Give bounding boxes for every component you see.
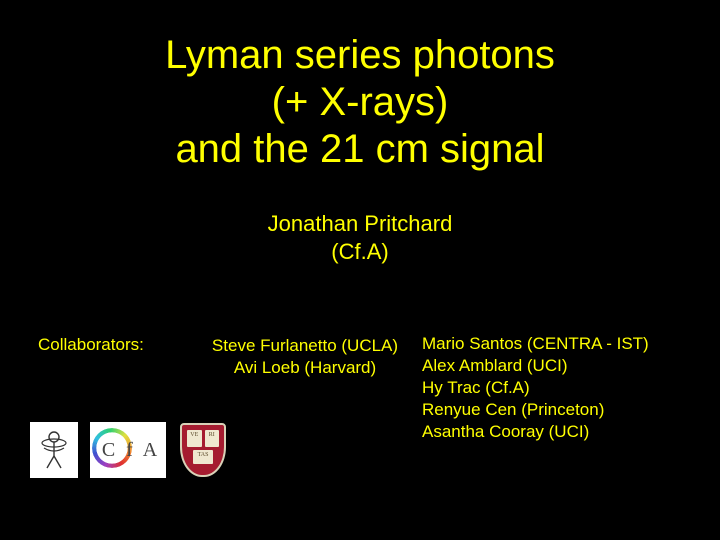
collaborator-item: Mario Santos (CENTRA - IST) xyxy=(422,334,649,353)
collaborator-item: Steve Furlanetto (UCLA) xyxy=(212,336,398,355)
cfa-logo-text: C f A xyxy=(102,439,160,462)
collaborator-item: Avi Loeb (Harvard) xyxy=(234,358,376,377)
shield-book: RI xyxy=(205,430,220,447)
shield-book: TAS xyxy=(193,450,212,464)
slide-title: Lyman series photons (+ X-rays) and the … xyxy=(0,32,720,174)
author-block: Jonathan Pritchard (Cf.A) xyxy=(0,210,720,265)
collaborators-column-2: Mario Santos (CENTRA - IST) Alex Amblard… xyxy=(422,333,649,443)
collaborators-column-1: Steve Furlanetto (UCLA) Avi Loeb (Harvar… xyxy=(200,335,410,379)
collaborator-item: Hy Trac (Cf.A) xyxy=(422,378,530,397)
title-line-1: Lyman series photons xyxy=(165,33,555,77)
person-glyph-icon xyxy=(37,428,71,472)
collaborator-item: Renyue Cen (Princeton) xyxy=(422,400,604,419)
shield-book: VE xyxy=(187,430,202,447)
harvard-shield-logo: VE RI TAS xyxy=(178,420,228,480)
author-affiliation: (Cf.A) xyxy=(331,239,388,264)
collaborators-label: Collaborators: xyxy=(38,335,144,355)
shield-icon: VE RI TAS xyxy=(180,423,226,477)
title-line-3: and the 21 cm signal xyxy=(175,127,544,171)
collaborator-item: Alex Amblard (UCI) xyxy=(422,356,567,375)
author-name: Jonathan Pritchard xyxy=(268,211,453,236)
logo-row: C f A VE RI TAS xyxy=(30,420,228,480)
collaborator-item: Asantha Cooray (UCI) xyxy=(422,422,589,441)
cfa-logo: C f A xyxy=(90,422,166,478)
institution-logo-person-icon xyxy=(30,422,78,478)
title-line-2: (+ X-rays) xyxy=(272,80,449,124)
